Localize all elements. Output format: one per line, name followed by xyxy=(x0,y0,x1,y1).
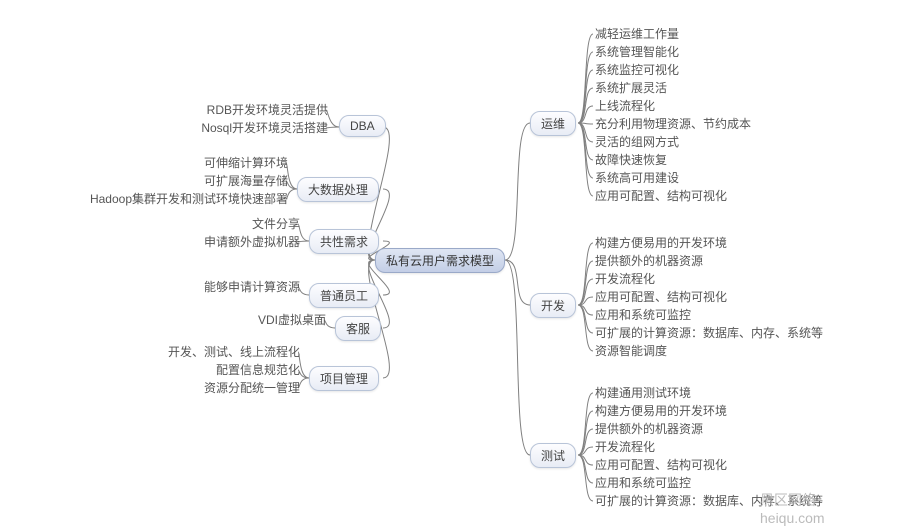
leaf-ops-5: 充分利用物理资源、节约成本 xyxy=(595,115,751,133)
leaf-dev-3: 应用可配置、结构可视化 xyxy=(595,288,727,306)
root-node: 私有云用户需求模型 xyxy=(375,248,505,273)
branch-label-pm: 项目管理 xyxy=(320,372,368,386)
branch-dev: 开发 xyxy=(530,293,576,318)
leaf-test-3: 开发流程化 xyxy=(595,438,655,456)
leaf-dba-0: RDB开发环境灵活提供 xyxy=(207,101,328,119)
branch-dba: DBA xyxy=(339,115,386,137)
branch-ops: 运维 xyxy=(530,111,576,136)
leaf-dev-6: 资源智能调度 xyxy=(595,342,667,360)
leaf-dev-1: 提供额外的机器资源 xyxy=(595,252,703,270)
branch-label-ops: 运维 xyxy=(541,117,565,131)
watermark-text2: heiqu.com xyxy=(760,510,825,526)
leaf-dev-4: 应用和系统可监控 xyxy=(595,306,691,324)
branch-label-cs: 客服 xyxy=(346,322,370,336)
leaf-test-2: 提供额外的机器资源 xyxy=(595,420,703,438)
leaf-ops-3: 系统扩展灵活 xyxy=(595,79,667,97)
leaf-dev-0: 构建方便易用的开发环境 xyxy=(595,234,727,252)
leaf-test-4: 应用可配置、结构可视化 xyxy=(595,456,727,474)
branch-label-common: 共性需求 xyxy=(320,235,368,249)
leaf-bigdata-1: 可扩展海量存储 xyxy=(204,172,288,190)
leaf-common-1: 申请额外虚拟机器 xyxy=(204,233,300,251)
branch-test: 测试 xyxy=(530,443,576,468)
leaf-bigdata-0: 可伸缩计算环境 xyxy=(204,154,288,172)
leaf-ops-7: 故障快速恢复 xyxy=(595,151,667,169)
leaf-test-0: 构建通用测试环境 xyxy=(595,384,691,402)
leaf-dev-2: 开发流程化 xyxy=(595,270,655,288)
branch-staff: 普通员工 xyxy=(309,283,379,308)
branch-label-dba: DBA xyxy=(350,119,375,133)
leaf-ops-8: 系统高可用建设 xyxy=(595,169,679,187)
branch-pm: 项目管理 xyxy=(309,366,379,391)
leaf-ops-2: 系统监控可视化 xyxy=(595,61,679,79)
leaf-ops-6: 灵活的组网方式 xyxy=(595,133,679,151)
leaf-pm-0: 开发、测试、线上流程化 xyxy=(168,343,300,361)
leaf-pm-2: 资源分配统一管理 xyxy=(204,379,300,397)
leaf-test-1: 构建方便易用的开发环境 xyxy=(595,402,727,420)
leaf-cs-0: VDI虚拟桌面 xyxy=(258,311,326,329)
root-label: 私有云用户需求模型 xyxy=(386,254,494,268)
branch-label-test: 测试 xyxy=(541,449,565,463)
branch-cs: 客服 xyxy=(335,316,381,341)
branch-label-bigdata: 大数据处理 xyxy=(308,183,368,197)
branch-common: 共性需求 xyxy=(309,229,379,254)
leaf-test-5: 应用和系统可监控 xyxy=(595,474,691,492)
watermark: 黑区网络 heiqu.com xyxy=(760,490,825,526)
leaf-ops-0: 减轻运维工作量 xyxy=(595,25,679,43)
leaf-ops-9: 应用可配置、结构可视化 xyxy=(595,187,727,205)
leaf-staff-0: 能够申请计算资源 xyxy=(204,278,300,296)
leaf-ops-4: 上线流程化 xyxy=(595,97,655,115)
leaf-common-0: 文件分享 xyxy=(252,215,300,233)
branch-bigdata: 大数据处理 xyxy=(297,177,379,202)
branch-label-dev: 开发 xyxy=(541,299,565,313)
leaf-ops-1: 系统管理智能化 xyxy=(595,43,679,61)
watermark-text1: 黑区网络 xyxy=(760,492,816,508)
leaf-dev-5: 可扩展的计算资源：数据库、内存、系统等 xyxy=(595,324,823,342)
branch-label-staff: 普通员工 xyxy=(320,289,368,303)
leaf-dba-1: Nosql开发环境灵活搭建 xyxy=(201,119,328,137)
leaf-pm-1: 配置信息规范化 xyxy=(216,361,300,379)
leaf-bigdata-2: Hadoop集群开发和测试环境快速部署 xyxy=(90,190,288,208)
